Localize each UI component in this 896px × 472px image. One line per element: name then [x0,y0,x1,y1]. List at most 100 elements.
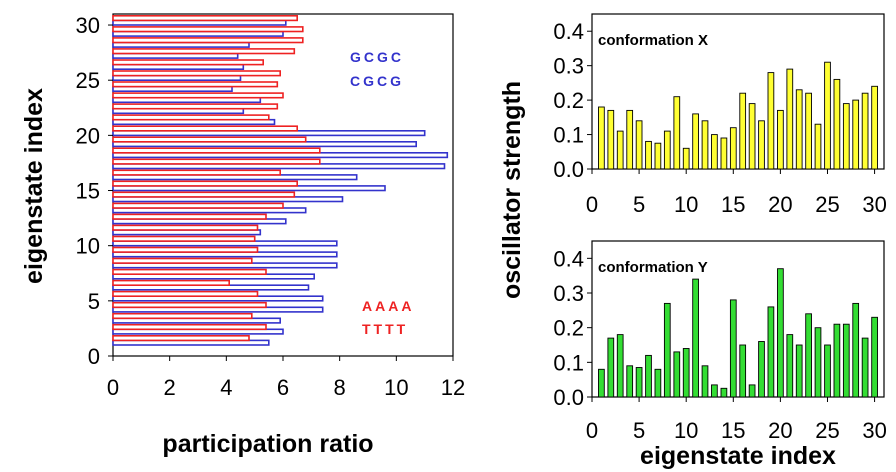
oscillator-bar [852,99,860,170]
aaaa-bar [112,125,298,132]
x-tick-label: 0 [586,192,598,217]
x-tick-label: 20 [768,192,792,217]
oscillator-bar [824,61,831,170]
x-tick-label: 6 [277,375,289,400]
aaaa-bar [112,235,256,242]
rb-y-ticks: 0.0 0.1 0.2 0.3 0.4 [553,246,592,410]
y-tick-label: 20 [76,123,100,148]
oscillator-bar [663,130,671,170]
aaaa-bar [112,114,270,121]
oscillator-bar [654,368,662,398]
oscillator-bar [852,302,860,398]
aaaa-bar [112,301,267,309]
oscillator-bar [814,123,822,170]
oscillator-bar [645,140,652,170]
aaaa-bar [112,37,304,44]
oscillator-bar [805,313,812,398]
oscillator-bar [795,344,803,398]
oscillator-bar [861,337,869,398]
y-tick-label: 0.4 [553,246,584,271]
x-tick-label: 4 [220,375,232,400]
x-tick-label: 30 [862,192,886,217]
aaaa-bar [112,224,259,231]
rb-bars [598,268,878,398]
oscillator-bar [777,268,784,398]
oscillator-bar [805,92,812,170]
x-tick-label: 0 [586,418,598,443]
left-x-axis-label: participation ratio [162,430,373,458]
oscillator-bar [720,387,728,398]
gc-label-bottom: CGCG [350,73,404,89]
oscillator-bar [673,96,681,170]
rb-x-ticks: 0 5 10 15 20 25 30 [586,397,887,443]
aaaa-bar [112,92,284,99]
oscillator-bar [711,134,718,170]
x-tick-label: 2 [164,375,176,400]
x-tick-label: 10 [674,418,698,443]
y-tick-label: 0.3 [553,281,584,306]
y-tick-label: 0.3 [553,54,584,79]
oscillator-bar [786,334,794,398]
aaaa-bar [112,158,321,165]
left-y-axis-label: eigenstate index [20,88,48,284]
rt-y-ticks: 0.0 0.1 0.2 0.3 0.4 [553,19,592,182]
aaaa-bar [112,59,264,66]
oscillator-bar [833,78,841,170]
oscillator-bar [692,113,699,170]
oscillator-bar [842,103,850,170]
aaaa-bar [112,290,259,298]
oscillator-strength-axis-label: oscillator strength [498,81,526,299]
x-tick-label: 10 [384,375,408,400]
aaaa-bar [112,136,307,143]
oscillator-bar [758,120,765,170]
oscillator-bar [758,341,765,398]
left-bars [112,15,449,346]
left-y-ticks: 0 5 10 15 20 25 30 [76,13,113,369]
oscillator-bar [748,384,756,398]
conformation-x-title: conformation X [598,32,708,49]
rb-plot-frame [591,240,885,398]
oscillator-bar [814,327,822,398]
oscillator-bar [795,89,803,170]
aaaa-bar [112,48,296,55]
aaaa-bar [112,202,284,209]
y-tick-label: 15 [76,179,100,204]
conformation-y-chart: 0 5 10 15 20 25 30 0.0 0.1 0.2 0.3 0.4 conformatio… [553,240,887,443]
y-tick-label: 0 [88,344,100,369]
y-tick-label: 5 [88,289,100,314]
aaaa-bar [112,103,279,110]
aaaa-bar [112,169,281,176]
aaaa-bar [112,323,267,331]
oscillator-bar [663,302,671,398]
oscillator-bar [711,384,718,398]
y-tick-label: 0.1 [553,123,584,148]
oscillator-bar [645,354,652,398]
y-tick-label: 0.2 [553,316,584,341]
oscillator-bar [777,109,784,170]
oscillator-bar [842,323,850,398]
x-tick-label: 5 [633,418,645,443]
aaaa-bar [112,191,296,198]
aaaa-bar [112,268,267,276]
aaaa-bar [112,15,298,22]
x-tick-label: 5 [633,192,645,217]
x-tick-label: 30 [862,418,886,443]
oscillator-bar [607,109,615,170]
y-tick-label: 0.1 [553,350,584,375]
oscillator-bar [861,92,869,170]
oscillator-bar [616,334,624,398]
oscillator-bar [729,127,737,170]
x-tick-label: 25 [815,192,839,217]
oscillator-bar [701,120,709,170]
participation-ratio-chart: 0 2 4 6 8 10 12 0 5 10 15 20 25 30 GCGC CGCG AAAA TT… [20,13,465,458]
oscillator-bar [598,106,605,170]
oscillator-bar [626,109,634,170]
aaaa-bar [112,213,267,220]
x-tick-label: 10 [674,192,698,217]
oscillator-bar [616,130,624,170]
oscillator-bar [720,137,728,170]
y-tick-label: 0.4 [553,19,584,44]
y-tick-label: 30 [76,13,100,38]
oscillator-bar [739,344,747,398]
aaaa-bar [112,180,298,187]
